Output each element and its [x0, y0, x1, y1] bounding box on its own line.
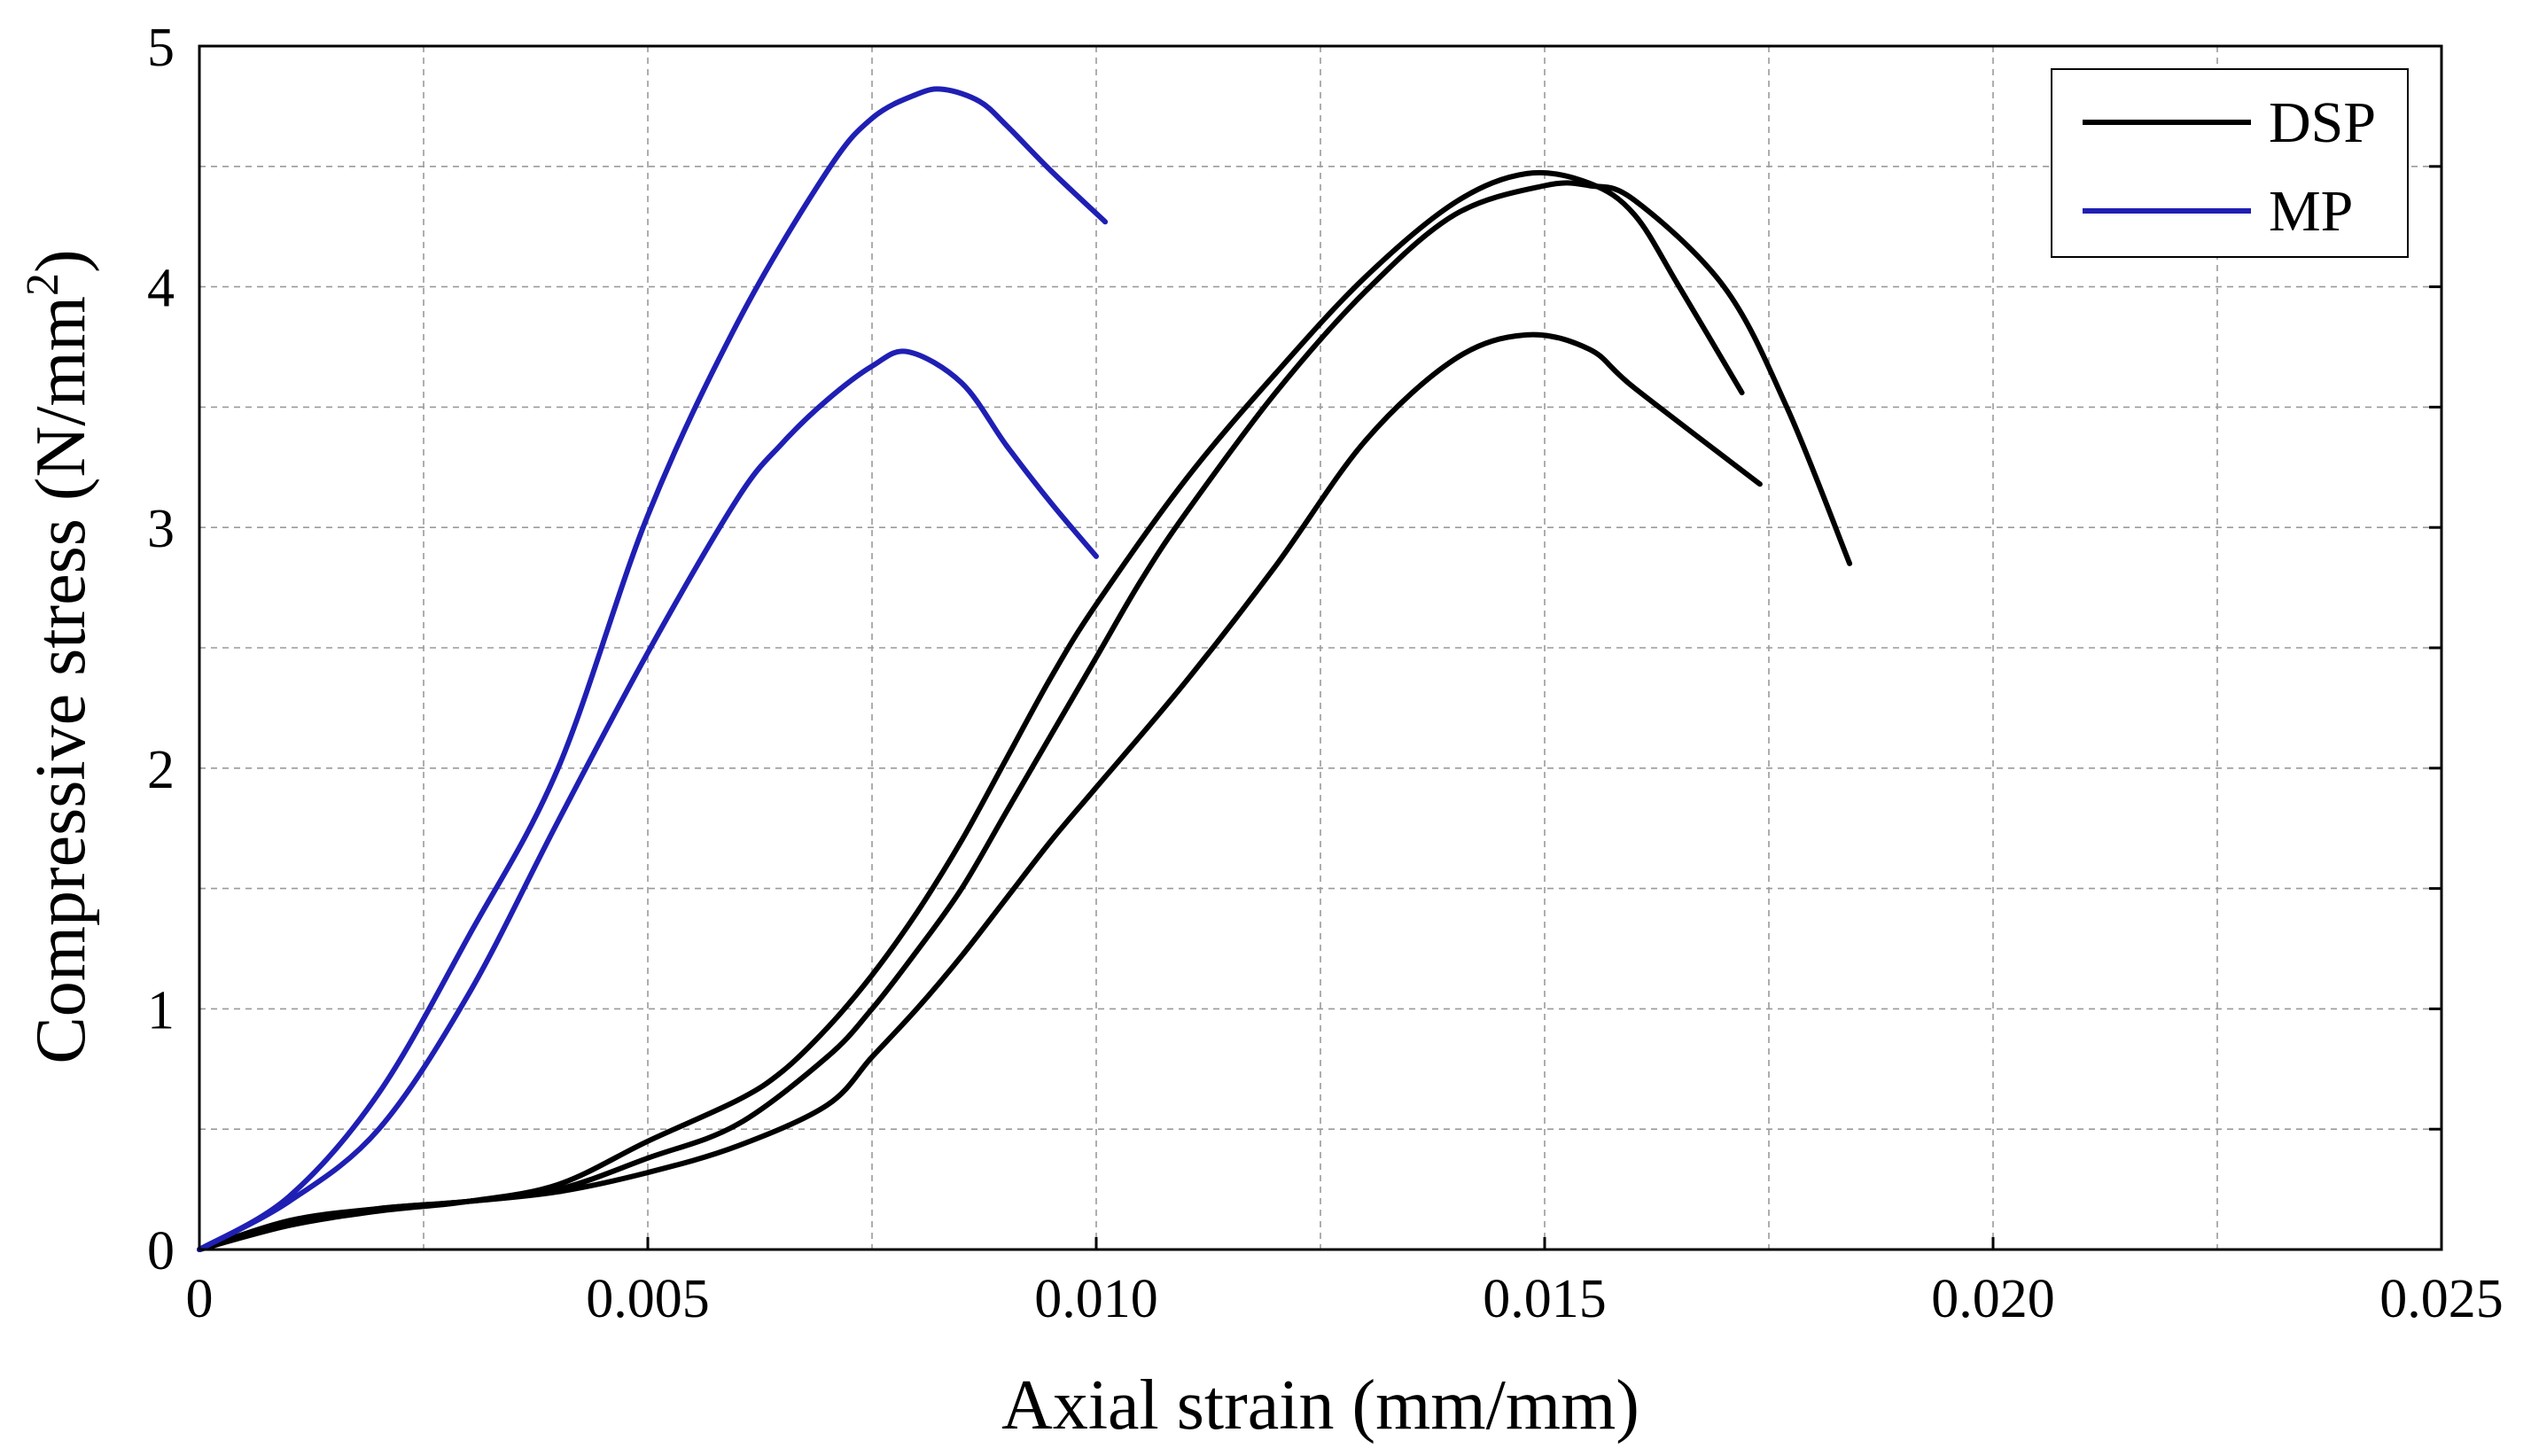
y-tick-label: 1	[147, 980, 175, 1040]
x-tick-labels: 0 0.005 0.010 0.015 0.020 0.025	[186, 1269, 2504, 1329]
y-tick-label: 2	[147, 740, 175, 800]
series-line-dsp-1	[197, 180, 1853, 1252]
series-lines	[197, 86, 1853, 1252]
legend: DSP MP	[2051, 68, 2409, 258]
legend-label-mp: MP	[2269, 179, 2353, 244]
series-line-mp-3	[197, 86, 1109, 1252]
series-line-dsp-0	[197, 169, 1745, 1252]
grid-lines	[199, 46, 2441, 1250]
y-axis-label-suffix: )	[22, 249, 100, 273]
x-tick-label: 0	[186, 1269, 214, 1329]
y-tick-labels: 0 1 2 3 4 5	[147, 18, 175, 1281]
legend-label-dsp: DSP	[2269, 90, 2376, 155]
x-axis-label: Axial strain (mm/mm)	[1001, 1366, 1639, 1444]
legend-box	[2051, 68, 2409, 258]
x-tick-label: 0.015	[1483, 1269, 1607, 1329]
x-tick-label: 0.020	[1931, 1269, 2055, 1329]
x-tick-label: 0.005	[586, 1269, 710, 1329]
series-line-mp-4	[197, 348, 1099, 1252]
y-axis-label-main: Compressive stress (N/mm	[22, 296, 100, 1064]
series-line-dsp-2	[197, 331, 1763, 1252]
y-tick-label: 4	[147, 259, 175, 319]
x-tick-label: 0.025	[2379, 1269, 2504, 1329]
y-tick-label: 3	[147, 499, 175, 559]
y-axis-label: Compressive stress (N/mm2)	[18, 249, 100, 1063]
y-axis-label-superscript: 2	[18, 273, 68, 296]
y-tick-label: 0	[147, 1221, 175, 1281]
y-tick-label: 5	[147, 18, 175, 78]
tick-marks	[198, 165, 2443, 1250]
x-tick-label: 0.010	[1034, 1269, 1158, 1329]
